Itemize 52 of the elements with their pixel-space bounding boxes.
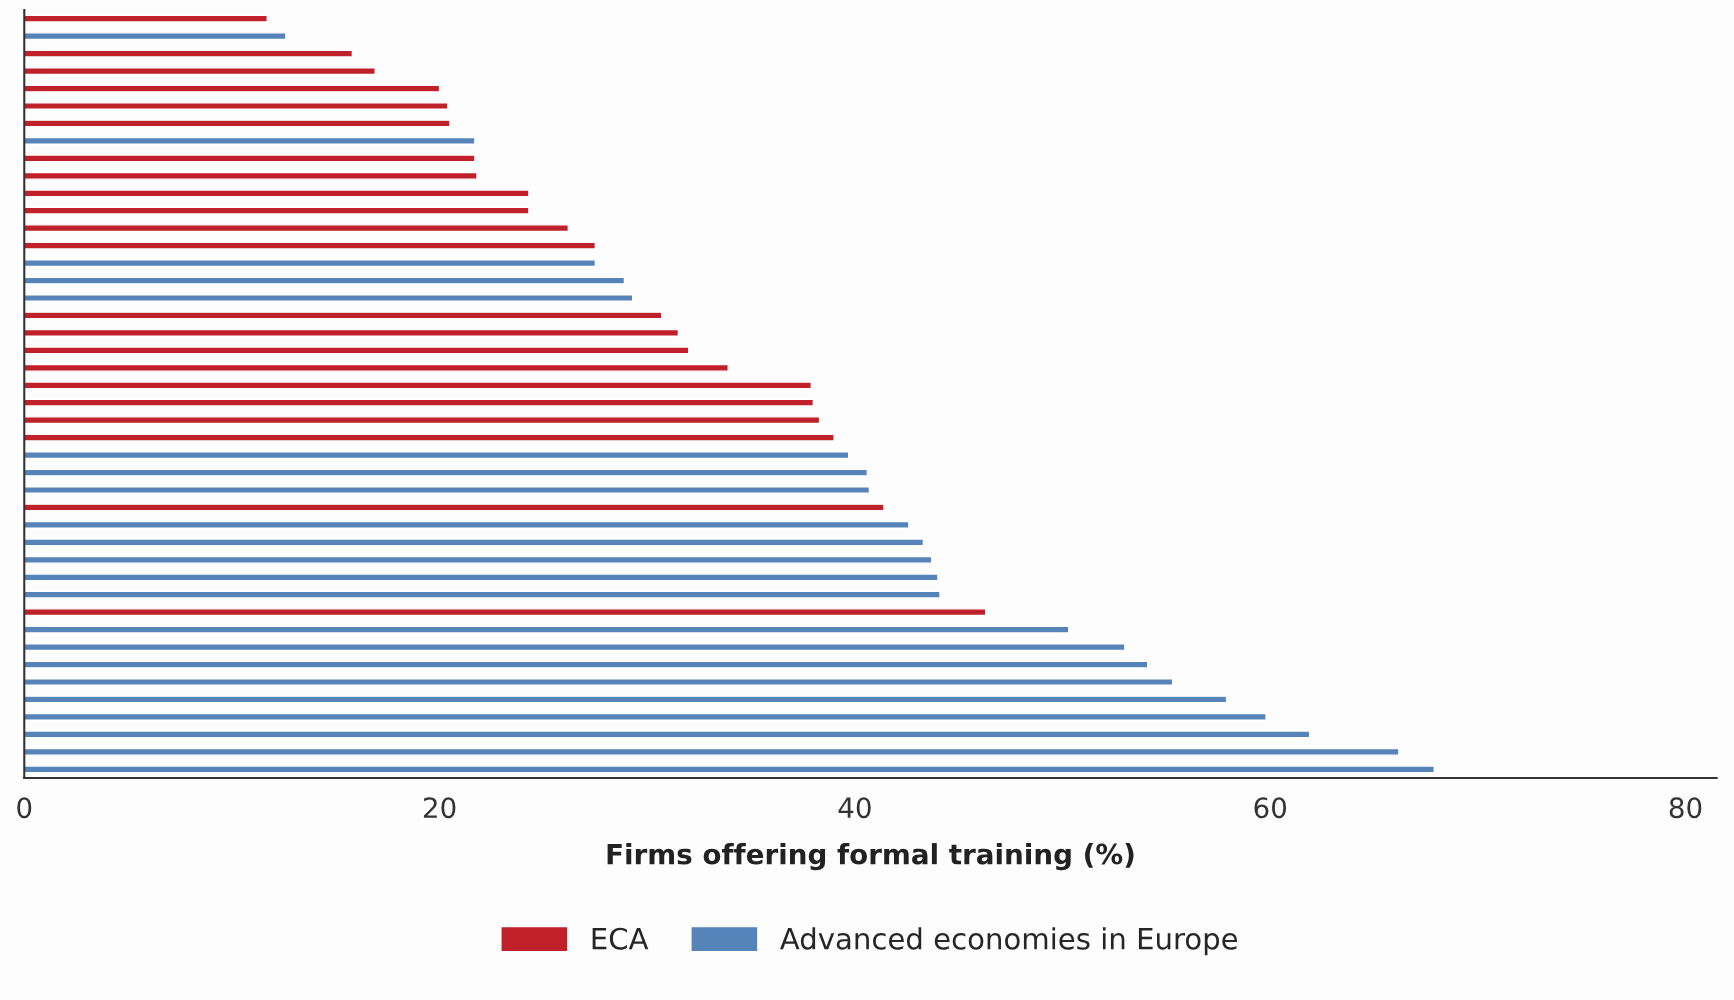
bar	[24, 32, 287, 41]
bar	[24, 608, 987, 617]
bar	[24, 765, 1435, 774]
bar	[24, 259, 597, 268]
bar	[24, 293, 634, 303]
bar	[24, 485, 871, 495]
bar	[24, 520, 910, 529]
bar	[24, 398, 815, 407]
bar	[24, 328, 680, 337]
bar	[24, 643, 1126, 652]
bar	[24, 189, 530, 198]
x-tick-label: 80	[1669, 797, 1702, 819]
bar	[24, 119, 451, 128]
bar	[24, 712, 1267, 721]
bar	[24, 101, 449, 111]
bar	[24, 363, 729, 372]
bar	[24, 590, 941, 599]
bar	[24, 677, 1174, 687]
bar	[24, 171, 478, 180]
bar	[24, 695, 1228, 704]
bar	[24, 84, 441, 93]
bar	[24, 433, 835, 442]
x-tick-label: 60	[1254, 797, 1287, 819]
bar	[24, 503, 885, 512]
x-axis-title: Firms offering formal training (%)	[607, 843, 1134, 871]
x-tick-label: 40	[838, 797, 871, 819]
bar	[24, 224, 570, 233]
bar	[24, 241, 597, 250]
bar	[24, 625, 1070, 634]
bar	[24, 49, 354, 58]
x-tick-label: 20	[423, 797, 456, 819]
bar	[24, 747, 1400, 756]
legend-label: Advanced economies in Europe	[780, 927, 1238, 956]
bar	[24, 573, 939, 582]
bar	[24, 311, 663, 320]
bar	[24, 538, 925, 547]
bar	[24, 730, 1311, 739]
bar	[24, 660, 1149, 669]
bar	[24, 136, 476, 145]
bar	[24, 14, 268, 23]
bar	[24, 381, 812, 390]
bar	[24, 346, 690, 355]
bar	[24, 154, 476, 163]
bar	[24, 206, 530, 215]
bar	[24, 451, 850, 460]
bar	[24, 276, 626, 285]
legend-label: ECA	[592, 927, 649, 950]
bar	[24, 416, 821, 425]
bar	[24, 468, 869, 477]
bar	[24, 67, 376, 76]
bar	[24, 555, 933, 564]
x-tick-label: 0	[17, 797, 32, 819]
